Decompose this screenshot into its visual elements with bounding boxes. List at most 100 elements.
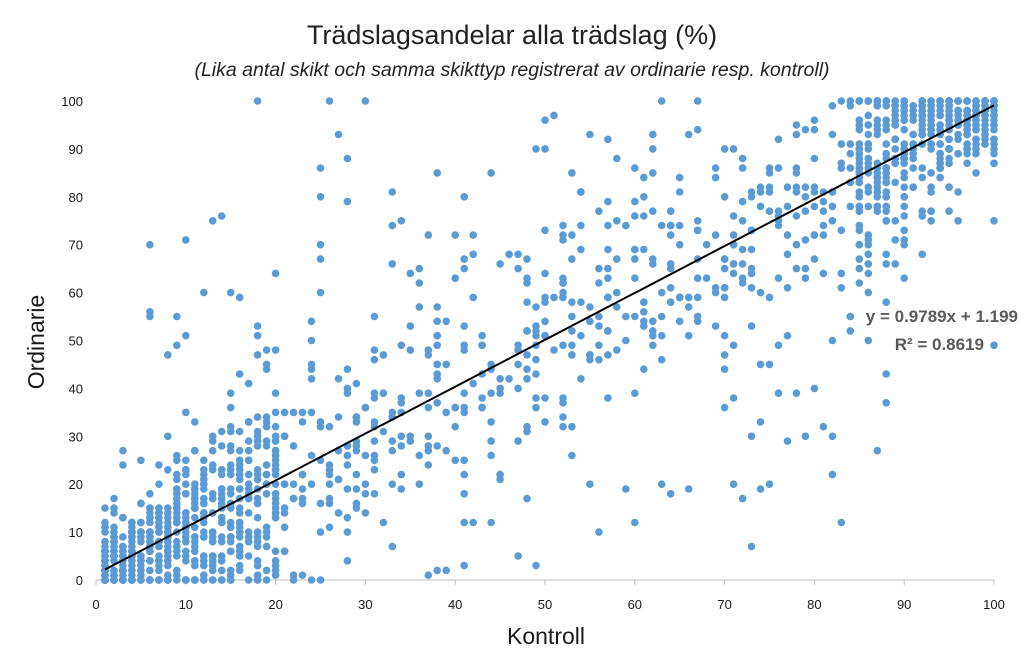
data-point <box>864 288 873 297</box>
data-point <box>235 523 244 532</box>
data-point <box>828 217 837 225</box>
data-point <box>325 422 334 431</box>
data-point <box>577 298 585 307</box>
data-point <box>738 274 747 283</box>
data-point <box>649 145 657 153</box>
data-point <box>191 576 199 584</box>
data-point <box>738 164 747 172</box>
data-point <box>541 298 549 307</box>
x-tick-label: 20 <box>268 597 282 612</box>
y-tick-label: 50 <box>69 334 83 349</box>
data-point <box>253 442 262 450</box>
data-point <box>801 236 810 244</box>
data-point <box>810 202 819 211</box>
data-point <box>675 317 684 326</box>
data-point <box>828 202 837 211</box>
data-point <box>523 494 531 503</box>
data-point <box>191 561 199 570</box>
y-tick-label: 60 <box>69 286 83 301</box>
data-point <box>792 164 801 172</box>
x-tick-label: 90 <box>897 597 911 612</box>
data-point <box>253 413 262 421</box>
data-point <box>927 106 935 115</box>
data-point <box>424 571 433 579</box>
data-point <box>819 221 828 230</box>
data-point <box>855 116 864 124</box>
data-point <box>200 466 208 474</box>
data-point <box>164 432 172 441</box>
data-point <box>433 317 442 326</box>
data-point <box>963 97 971 105</box>
data-point <box>604 351 612 359</box>
data-point <box>478 403 486 412</box>
data-point <box>783 331 792 340</box>
data-point <box>900 97 908 105</box>
data-point <box>406 269 415 278</box>
data-point <box>397 485 406 493</box>
data-point <box>729 341 738 350</box>
data-point <box>370 355 379 364</box>
data-points <box>101 97 998 584</box>
data-point <box>119 576 127 584</box>
data-point <box>523 422 531 431</box>
data-point <box>577 375 585 383</box>
data-point <box>334 475 343 484</box>
data-point <box>191 523 199 532</box>
data-point <box>882 125 890 134</box>
data-point <box>945 145 953 153</box>
data-point <box>657 312 666 321</box>
data-point <box>756 418 765 426</box>
data-point <box>586 303 594 311</box>
data-point <box>191 446 199 455</box>
data-point <box>235 552 244 560</box>
data-point <box>604 245 612 254</box>
data-point <box>280 480 289 489</box>
data-point <box>173 341 181 350</box>
data-point <box>541 269 549 278</box>
data-point <box>792 389 801 398</box>
data-point <box>945 97 953 105</box>
data-point <box>684 293 693 302</box>
data-point <box>352 446 361 455</box>
data-point <box>110 494 118 503</box>
data-point <box>801 207 810 215</box>
data-point <box>738 217 747 225</box>
data-point <box>855 240 864 249</box>
data-point <box>972 169 980 177</box>
data-point <box>738 154 747 163</box>
data-point <box>424 346 433 354</box>
data-point <box>182 480 190 489</box>
data-point <box>253 475 262 484</box>
data-point <box>532 403 540 412</box>
data-point <box>173 312 181 321</box>
data-point <box>164 351 172 359</box>
data-point <box>675 293 684 302</box>
data-point <box>262 576 271 584</box>
data-point <box>990 341 998 350</box>
data-point <box>613 154 621 163</box>
data-point <box>496 475 504 484</box>
data-point <box>891 145 899 153</box>
data-point <box>711 231 720 239</box>
data-point <box>343 154 352 163</box>
data-point <box>586 355 594 364</box>
data-point <box>918 250 926 259</box>
data-point <box>191 542 199 551</box>
data-point <box>595 341 603 350</box>
data-point <box>981 97 989 105</box>
data-point <box>253 533 262 541</box>
data-point <box>918 97 926 105</box>
data-point <box>173 552 181 560</box>
data-point <box>388 221 397 230</box>
data-point <box>253 351 262 359</box>
data-point <box>460 346 469 354</box>
data-point <box>460 322 469 330</box>
data-point <box>595 528 603 536</box>
data-point <box>137 576 145 584</box>
data-point <box>747 284 756 292</box>
data-point <box>271 571 280 579</box>
data-point <box>774 207 783 215</box>
data-point <box>200 288 208 297</box>
data-point <box>325 494 334 503</box>
data-point <box>864 231 873 239</box>
